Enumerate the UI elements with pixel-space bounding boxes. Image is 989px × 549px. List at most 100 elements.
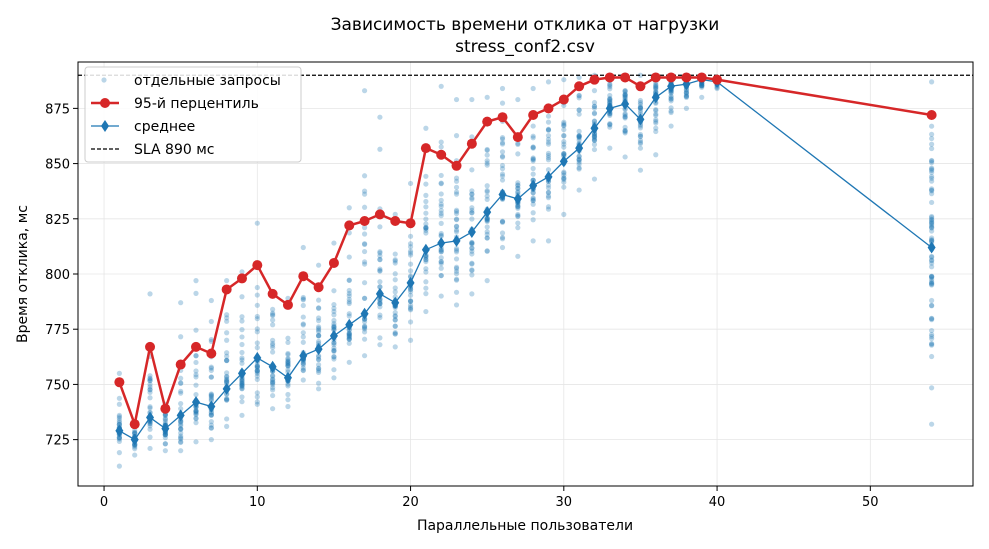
request-point bbox=[469, 245, 475, 251]
request-point bbox=[668, 105, 674, 111]
request-point bbox=[239, 357, 245, 363]
request-point bbox=[208, 338, 214, 344]
request-point bbox=[453, 302, 460, 308]
request-point bbox=[515, 189, 521, 195]
request-point bbox=[699, 83, 705, 89]
request-point bbox=[270, 349, 276, 355]
p95-point bbox=[145, 341, 156, 352]
request-point bbox=[224, 377, 230, 383]
request-point bbox=[116, 450, 122, 456]
request-point bbox=[132, 429, 138, 435]
request-point bbox=[193, 411, 199, 418]
request-point bbox=[576, 156, 582, 162]
request-point bbox=[316, 325, 322, 332]
grid-lines bbox=[78, 62, 973, 486]
request-point bbox=[561, 139, 567, 145]
request-point bbox=[346, 205, 352, 211]
request-point bbox=[499, 141, 506, 147]
request-point bbox=[270, 340, 276, 347]
p95-point bbox=[604, 72, 615, 83]
request-point bbox=[407, 241, 414, 247]
request-point bbox=[147, 378, 153, 384]
request-point bbox=[270, 312, 276, 318]
request-point bbox=[929, 274, 935, 281]
request-point bbox=[653, 85, 659, 91]
request-point bbox=[484, 188, 490, 194]
request-point bbox=[239, 377, 245, 383]
request-point bbox=[530, 155, 536, 161]
request-point bbox=[499, 140, 506, 146]
request-point bbox=[132, 452, 138, 458]
request-point bbox=[178, 426, 184, 433]
request-point bbox=[637, 104, 644, 110]
request-point bbox=[438, 233, 444, 239]
request-point bbox=[407, 306, 414, 312]
mean-point bbox=[421, 243, 430, 256]
request-point bbox=[438, 180, 444, 186]
mean-point bbox=[237, 367, 246, 380]
request-point bbox=[407, 319, 414, 325]
request-point bbox=[254, 316, 260, 322]
request-point bbox=[607, 124, 613, 130]
x-tick-label: 20 bbox=[402, 495, 419, 510]
request-point bbox=[929, 131, 935, 137]
request-point bbox=[929, 332, 935, 338]
request-point bbox=[346, 359, 352, 365]
request-point bbox=[407, 286, 414, 292]
request-point bbox=[285, 367, 291, 373]
request-point bbox=[453, 210, 460, 217]
request-point bbox=[929, 225, 935, 231]
request-point bbox=[653, 84, 659, 90]
request-point bbox=[530, 201, 536, 207]
request-point bbox=[622, 114, 628, 120]
request-point bbox=[699, 94, 705, 100]
request-point bbox=[147, 426, 153, 432]
request-point bbox=[254, 368, 260, 374]
request-point bbox=[484, 162, 490, 168]
request-point bbox=[929, 220, 935, 227]
request-point bbox=[469, 196, 475, 202]
request-point bbox=[622, 127, 628, 134]
request-point bbox=[622, 89, 628, 95]
request-point bbox=[699, 84, 705, 90]
request-point bbox=[208, 365, 214, 371]
request-point bbox=[377, 301, 383, 307]
request-point bbox=[591, 118, 598, 124]
request-point bbox=[515, 213, 521, 220]
request-point bbox=[147, 381, 153, 387]
request-point bbox=[147, 386, 153, 393]
request-point bbox=[929, 385, 935, 391]
request-point bbox=[361, 325, 368, 331]
x-tick-label: 10 bbox=[249, 495, 266, 510]
request-point bbox=[239, 314, 245, 320]
request-point bbox=[270, 380, 276, 386]
p95-point bbox=[681, 72, 692, 83]
request-point bbox=[178, 334, 184, 340]
request-point bbox=[407, 250, 414, 256]
request-point bbox=[239, 294, 245, 300]
request-point bbox=[407, 261, 414, 267]
request-point bbox=[239, 269, 245, 275]
x-tick-label: 0 bbox=[100, 495, 108, 510]
request-point bbox=[392, 313, 398, 319]
request-point bbox=[407, 289, 414, 295]
request-point bbox=[929, 123, 935, 129]
request-point bbox=[929, 223, 935, 230]
request-point bbox=[224, 379, 230, 385]
request-point bbox=[116, 421, 122, 428]
axis-ticks: 0 10 20 30 40 50 725 750 775 800 825 850 875 bbox=[45, 102, 878, 510]
request-point bbox=[576, 107, 582, 113]
request-point bbox=[438, 230, 444, 237]
request-point bbox=[929, 188, 935, 194]
request-point bbox=[561, 121, 567, 127]
request-point bbox=[499, 136, 506, 142]
request-point bbox=[392, 313, 398, 319]
request-point bbox=[469, 216, 475, 222]
request-point bbox=[316, 305, 322, 311]
request-point bbox=[178, 448, 184, 454]
request-point bbox=[361, 329, 368, 335]
request-point bbox=[423, 216, 429, 222]
request-point bbox=[591, 137, 598, 143]
request-point bbox=[637, 139, 644, 145]
chart-subtitle: stress_conf2.csv bbox=[455, 37, 595, 57]
